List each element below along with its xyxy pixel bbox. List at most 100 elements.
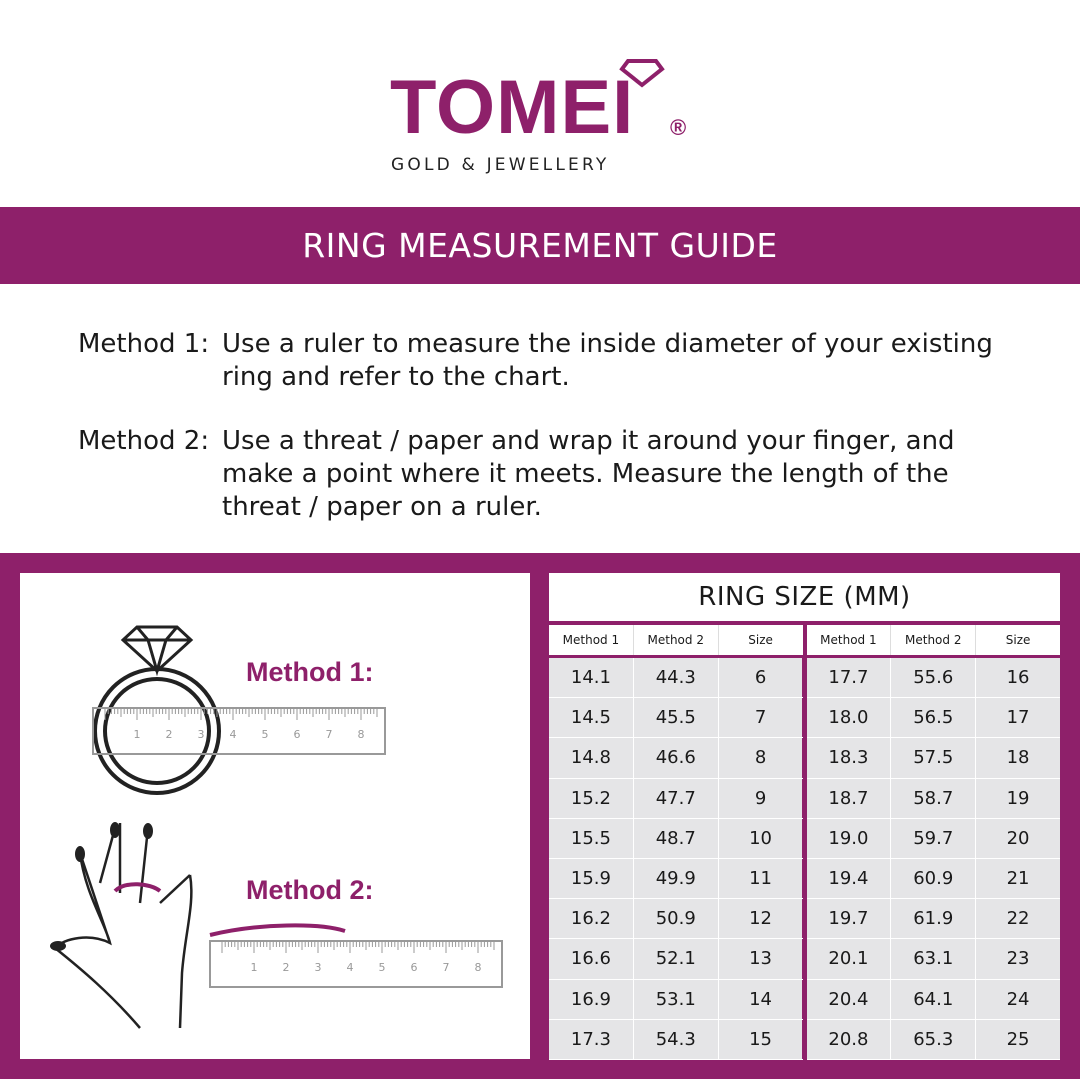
table-cell: 65.3	[891, 1019, 977, 1059]
table-cell: 15.5	[549, 818, 634, 858]
ruler-label: 7	[326, 728, 333, 741]
table-cell: 19.4	[806, 858, 892, 899]
column-header: Size	[976, 625, 1060, 655]
table-cell: 18	[976, 738, 1060, 778]
table-row: 18.7 58.7 19	[806, 778, 1060, 819]
ruler-label: 2	[283, 961, 290, 974]
table-cell: 64.1	[891, 979, 977, 1019]
table-row: 18.0 56.5 17	[806, 698, 1060, 739]
page-title: RING MEASUREMENT GUIDE	[0, 207, 1080, 284]
table-cell: 19.0	[806, 818, 892, 858]
table-row: 19.4 60.9 21	[806, 858, 1060, 900]
table-cell: 15.2	[549, 778, 634, 818]
table-cell: 13	[718, 939, 803, 979]
column-header: Size	[718, 625, 803, 655]
hand-icon	[50, 822, 193, 1029]
table-cell: 50.9	[633, 899, 719, 939]
column-header: Method 2	[891, 625, 977, 655]
ruler-label: 5	[262, 728, 269, 741]
ruler-icon-2: 1 2 3 4 5 6 7 8	[209, 940, 503, 988]
table-left-half: Method 1 Method 2 Size 14.1 44.3 6 14.5 45.5 7 14…	[549, 625, 803, 1060]
table-cell: 8	[718, 738, 803, 778]
ruler-label: 6	[411, 961, 418, 974]
table-row: 17.3 54.3 15	[549, 1019, 803, 1060]
table-cell: 19	[976, 778, 1060, 818]
table-cell: 52.1	[633, 939, 719, 979]
table-cell: 7	[718, 698, 803, 738]
table-cell: 14.8	[549, 738, 634, 778]
table-row: 16.9 53.1 14	[549, 979, 803, 1020]
ruler-label: 5	[379, 961, 386, 974]
table-row: 15.9 49.9 11	[549, 858, 803, 900]
brand-logo: TOMEI ® GOLD & JEWELLERY	[390, 58, 690, 180]
table-cell: 24	[976, 979, 1060, 1019]
table-row: 16.2 50.9 12	[549, 899, 803, 940]
table-cell: 17.7	[806, 658, 892, 698]
table-cell: 20.1	[806, 939, 892, 979]
ruler-label: 8	[475, 961, 482, 974]
table-cell: 45.5	[633, 698, 719, 738]
table-row: 19.7 61.9 22	[806, 899, 1060, 940]
method-text: Use a threat / paper and wrap it around …	[222, 426, 955, 522]
table-cell: 19.7	[806, 899, 892, 939]
table-row: 15.2 47.7 9	[549, 778, 803, 819]
method-label: Method 2:	[78, 426, 210, 456]
table-cell: 53.1	[633, 979, 719, 1019]
ring-icon	[93, 625, 221, 795]
diamond-icon	[619, 59, 665, 88]
table-row: 20.8 65.3 25	[806, 1019, 1060, 1060]
table-cell: 21	[976, 858, 1060, 899]
brand-tagline: GOLD & JEWELLERY	[391, 155, 610, 175]
method-1-label: Method 1:	[246, 657, 374, 687]
ring-size-table: RING SIZE (MM) Method 1 Method 2 Size 14.1 4…	[549, 573, 1060, 1060]
table-cell: 49.9	[633, 858, 719, 899]
table-cell: 20.8	[806, 1019, 892, 1059]
table-cell: 56.5	[891, 698, 977, 738]
table-cell: 16.9	[549, 979, 634, 1019]
method-text: Use a ruler to measure the inside diamet…	[222, 329, 993, 392]
ruler-label: 6	[294, 728, 301, 741]
table-cell: 14	[718, 979, 803, 1019]
method-label: Method 1:	[78, 329, 210, 359]
table-cell: 22	[976, 899, 1060, 939]
table-cell: 16.2	[549, 899, 634, 939]
column-header: Method 2	[633, 625, 719, 655]
table-cell: 15	[718, 1019, 803, 1059]
table-cell: 60.9	[891, 858, 977, 899]
table-cell: 16.6	[549, 939, 634, 979]
table-cell: 55.6	[891, 658, 977, 698]
ruler-label: 3	[315, 961, 322, 974]
ruler-icon-1: 1 2 3 4 5 6 7 8	[92, 707, 386, 755]
table-cell: 18.3	[806, 738, 892, 778]
table-cell: 61.9	[891, 899, 977, 939]
table-cell: 48.7	[633, 818, 719, 858]
method-2-label: Method 2:	[246, 875, 374, 905]
ruler-label: 4	[230, 728, 237, 741]
column-header: Method 1	[806, 625, 892, 655]
table-cell: 12	[718, 899, 803, 939]
column-header: Method 1	[549, 625, 634, 655]
method-1-instruction: Method 1: Use a ruler to measure the ins…	[78, 328, 1012, 394]
table-cell: 14.5	[549, 698, 634, 738]
table-cell: 17	[976, 698, 1060, 738]
table-cell: 18.7	[806, 778, 892, 818]
table-cell: 17.3	[549, 1019, 634, 1059]
method-2-instruction: Method 2: Use a threat / paper and wrap …	[78, 425, 1012, 524]
registered-mark: ®	[670, 115, 687, 140]
table-row: 19.0 59.7 20	[806, 818, 1060, 859]
table-cell: 18.0	[806, 698, 892, 738]
table-title: RING SIZE (MM)	[549, 573, 1060, 621]
table-cell: 63.1	[891, 939, 977, 979]
table-cell: 11	[718, 858, 803, 899]
table-row: 20.1 63.1 23	[806, 939, 1060, 980]
table-right-half: Method 1 Method 2 Size 17.7 55.6 16 18.0 56.5 17…	[806, 625, 1060, 1060]
thread-icon	[209, 923, 346, 937]
table-row: 18.3 57.5 18	[806, 738, 1060, 779]
ruler-label: 4	[347, 961, 354, 974]
illustration-panel: 1 2 3 4 5 6 7 8 1 2 3 4 5 6 7 8 Method 1: Method 2:	[20, 573, 530, 1059]
table-cell: 47.7	[633, 778, 719, 818]
table-cell: 9	[718, 778, 803, 818]
ruler-label: 3	[198, 728, 205, 741]
table-cell: 20	[976, 818, 1060, 858]
table-cell: 46.6	[633, 738, 719, 778]
